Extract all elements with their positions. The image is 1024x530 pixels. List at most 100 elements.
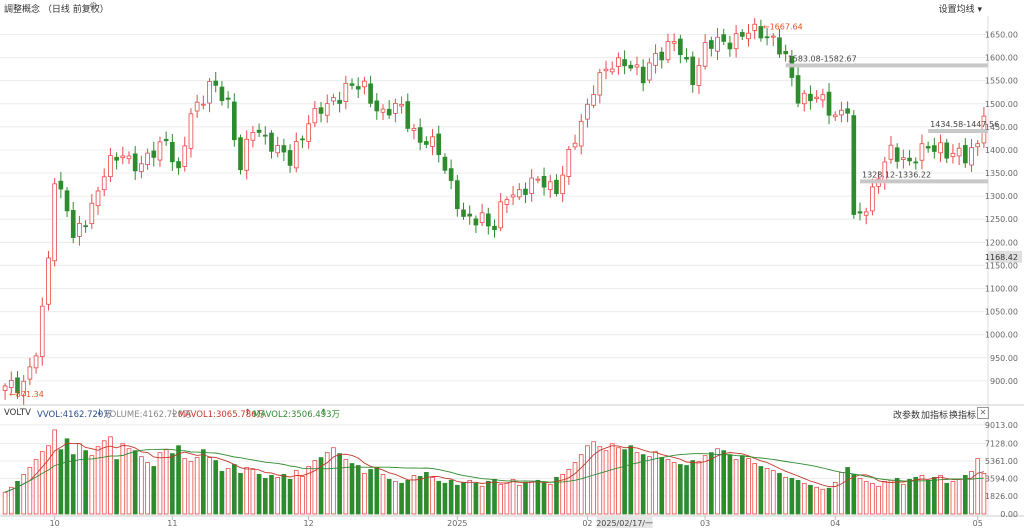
volume-bar <box>888 479 894 515</box>
support-band-3-bar <box>860 179 988 184</box>
candle-body <box>83 225 88 228</box>
candle-body <box>467 213 473 217</box>
candle-body <box>27 366 33 380</box>
candle-body <box>8 379 14 388</box>
candle-body <box>293 141 299 169</box>
candle-body <box>932 145 937 152</box>
volume-bar <box>764 468 770 515</box>
volume-bar <box>907 478 912 515</box>
volume-bar <box>306 466 311 515</box>
candle-body <box>349 83 355 86</box>
switch-indicator-button[interactable]: 换指标 <box>949 411 977 421</box>
candle-body <box>671 41 677 44</box>
ma-settings-button[interactable]: 设置均线 ▾ <box>938 5 982 15</box>
volume-bar <box>870 482 875 515</box>
volume-bar <box>659 457 665 515</box>
volume-bar <box>244 467 250 515</box>
price-tick-label: 1600.00 <box>985 54 1018 63</box>
change-params-button[interactable]: 改参数 <box>893 411 921 421</box>
candle-body <box>300 138 305 141</box>
candle-body <box>647 62 652 81</box>
volume-bar <box>411 475 417 515</box>
volume-bar <box>455 484 460 515</box>
candle-body <box>331 97 336 102</box>
volume-bar <box>938 475 943 515</box>
volume-bar <box>95 446 101 515</box>
indicator-mavol1: MAVOL1:3065.786万 <box>178 410 266 420</box>
volume-bar <box>901 483 906 515</box>
volume-bar <box>603 450 609 515</box>
candle-body <box>585 103 590 120</box>
indicator-volume: VOLUME:4162.720万 <box>104 410 192 420</box>
candle-body <box>529 177 534 194</box>
volume-bar <box>647 456 652 515</box>
candle-body <box>746 32 751 40</box>
volume-bar <box>27 467 33 515</box>
candle-body <box>312 107 318 124</box>
candle-body <box>151 150 157 158</box>
close-icon[interactable]: ✕ <box>977 407 989 419</box>
candle-body <box>269 132 274 152</box>
volume-bar <box>374 467 380 515</box>
volume-bar <box>479 485 485 515</box>
y-axis: 1650.00 1600.00 1550.00 1500.00 1450.00 1400.… <box>985 30 1018 519</box>
candle-body <box>368 83 373 104</box>
volume-bar <box>52 429 57 515</box>
volume-bar <box>591 441 596 515</box>
volume-bar <box>894 477 900 515</box>
candle-body <box>653 53 658 66</box>
candle-body <box>752 23 758 31</box>
candle-body <box>343 82 349 103</box>
price-tick-label: 1200.00 <box>985 238 1018 247</box>
volume-bar <box>702 455 708 515</box>
candle-body <box>207 81 212 104</box>
volume-bar <box>126 448 132 515</box>
volume-bar <box>541 482 547 515</box>
volume-bar <box>863 480 869 515</box>
resistance-band-2-label: 1434.58-1447.56 <box>930 120 999 129</box>
candle-body <box>479 212 485 224</box>
volume-bar <box>293 470 299 515</box>
date-tag-box <box>596 517 653 528</box>
resistance-band-1-label: 1583.08-1582.67 <box>788 54 857 63</box>
volume-bar <box>653 451 658 515</box>
candle-body <box>485 213 491 227</box>
candle-body <box>139 163 144 173</box>
price-tick-label: 1550.00 <box>985 77 1018 86</box>
x-tick-label: 05 <box>973 519 983 528</box>
volume-bar <box>300 475 305 515</box>
candle-body <box>145 152 150 165</box>
volume-bar <box>39 451 45 515</box>
volume-bar <box>132 450 138 515</box>
candle-body <box>938 142 943 154</box>
candle-body <box>832 114 838 118</box>
volume-bar <box>176 445 181 515</box>
volume-bar <box>789 477 795 515</box>
volume-bar <box>554 476 559 515</box>
candle-body <box>721 34 727 42</box>
volume-bar <box>194 457 200 515</box>
volume-bar <box>83 450 88 515</box>
price-tick-label: 1050.00 <box>985 308 1018 317</box>
candle-body <box>275 145 280 154</box>
candle-body <box>597 72 603 96</box>
price-tick-label: 1450.00 <box>985 123 1018 132</box>
volume-bar <box>752 463 758 515</box>
volume-bar <box>510 478 516 515</box>
candle-body <box>826 91 832 116</box>
volume-bar <box>820 488 826 515</box>
volume-bar <box>430 476 435 515</box>
volume-bar <box>207 457 212 515</box>
add-indicator-button[interactable]: 加指标 <box>921 411 949 421</box>
indicator-vvol: VVOL:4162.720万 <box>37 410 112 420</box>
candle-body <box>783 50 788 55</box>
volume-bar <box>715 448 720 515</box>
candle-body <box>126 155 132 160</box>
volume-bar <box>89 455 95 515</box>
volume-bar <box>225 468 231 515</box>
candle-body <box>219 86 225 102</box>
gear-icon[interactable]: ⚙ <box>89 1 98 12</box>
volume-bar <box>671 462 677 515</box>
candle-body <box>969 147 974 166</box>
